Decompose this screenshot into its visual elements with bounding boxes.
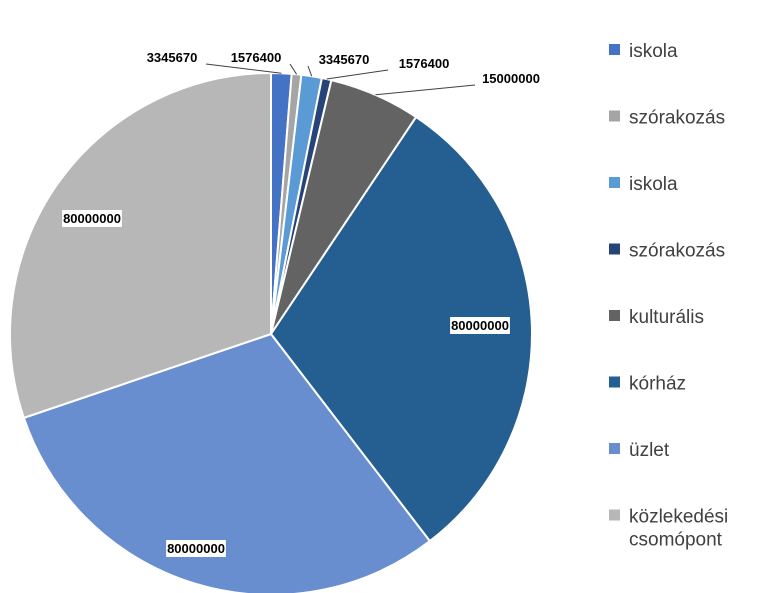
- legend-label-5: kulturális: [629, 307, 704, 328]
- legend-label-4: szórakozás: [629, 241, 725, 262]
- legend-swatch-8: [609, 509, 620, 521]
- data-label-bg-1: [145, 49, 199, 66]
- data-label-4: 1576400: [399, 56, 450, 71]
- legend-swatch-2: [609, 110, 620, 122]
- legend-label-2: szórakozás: [629, 108, 725, 129]
- data-label-bg-4: [397, 55, 451, 72]
- data-label-6: 80000000: [451, 318, 509, 333]
- legend-swatch-3: [609, 177, 620, 188]
- legend-swatch-4: [609, 243, 620, 255]
- legend-label-3: iskola: [629, 174, 678, 195]
- data-label-bg-8: [62, 210, 122, 227]
- legend: iskola szórakozás iskola szórakozás kulturál…: [609, 41, 728, 551]
- leader-line-1: [205, 63, 282, 74]
- data-labels: 3345670 1576400 3345670 1576400 15000000 8000…: [62, 49, 541, 557]
- data-label-bg-2: [229, 49, 283, 66]
- pie-slice-7: [22, 332, 432, 593]
- data-label-1: 3345670: [147, 50, 198, 65]
- pie-slice-6: [269, 115, 533, 543]
- leader-line-2: [289, 63, 298, 75]
- legend-swatch-6: [609, 376, 620, 388]
- legend-label-7: üzlet: [629, 440, 670, 461]
- leader-line-4: [326, 69, 389, 80]
- data-label-5: 15000000: [482, 71, 540, 86]
- data-label-bg-6: [450, 317, 510, 334]
- data-label-bg-7: [166, 540, 226, 557]
- data-label-bg-5: [481, 70, 541, 87]
- leader-lines: [205, 63, 476, 96]
- legend-label-8: közlekedési csomópont: [629, 507, 728, 551]
- legend-swatch-1: [609, 44, 620, 55]
- leader-line-3: [307, 65, 313, 77]
- legend-swatch-5: [609, 310, 620, 321]
- data-label-8: 80000000: [63, 211, 121, 226]
- pie-slice-8: [9, 71, 272, 420]
- leader-line-5: [375, 84, 476, 96]
- pie-slices: [9, 71, 533, 593]
- data-label-bg-3: [317, 51, 371, 68]
- legend-label-6: kórház: [629, 374, 686, 395]
- data-label-3: 3345670: [319, 52, 370, 67]
- legend-swatch-7: [609, 443, 620, 454]
- data-label-2: 1576400: [231, 50, 282, 65]
- data-label-7: 80000000: [167, 541, 225, 556]
- legend-label-1: iskola: [629, 41, 678, 62]
